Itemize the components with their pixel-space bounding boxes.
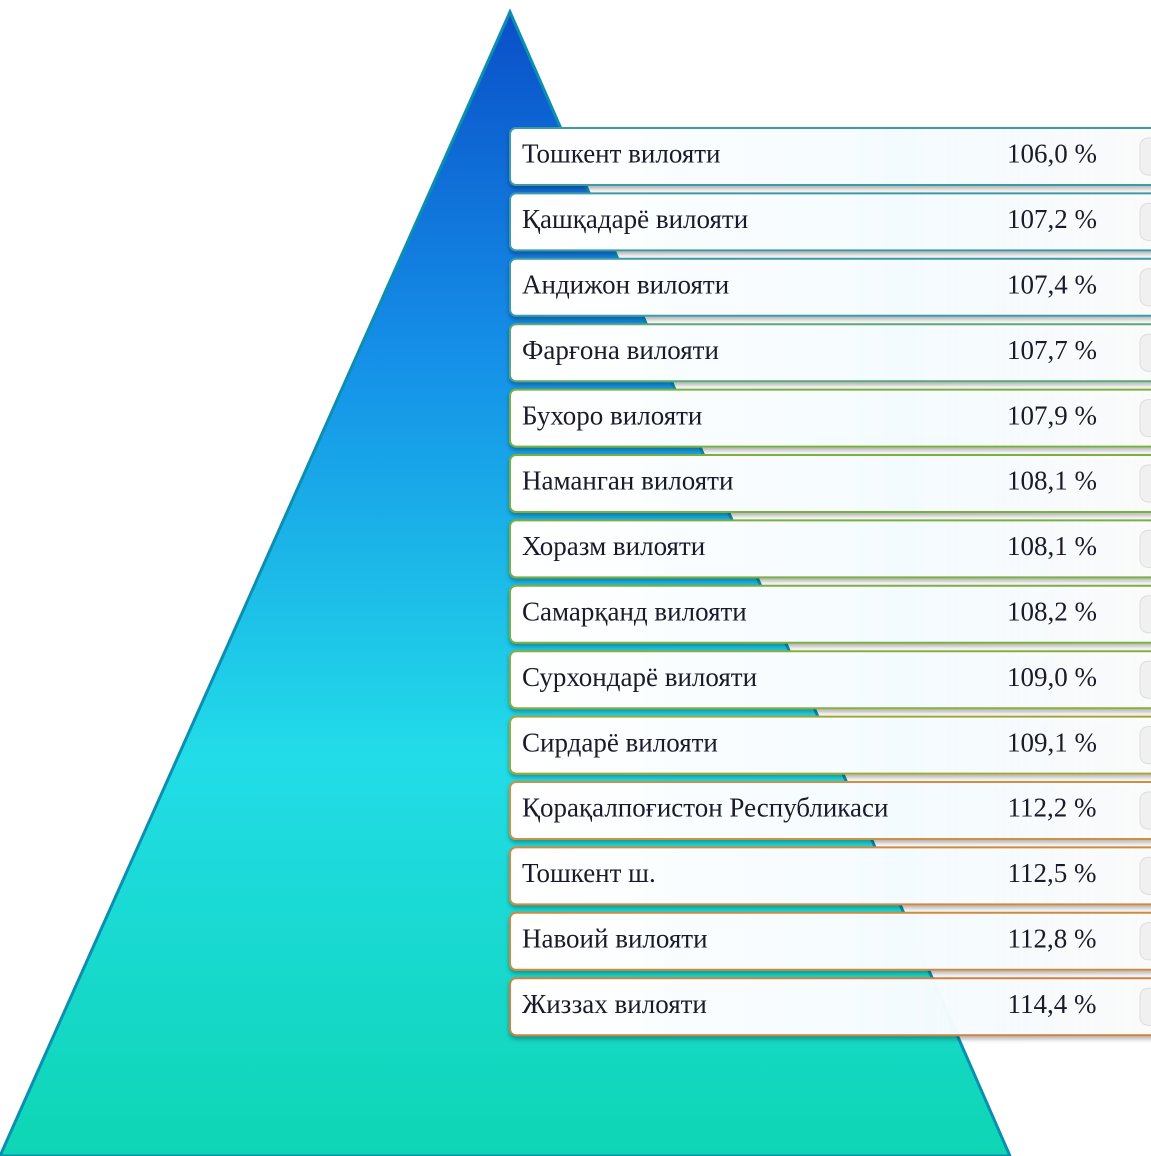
row-tab (1139, 137, 1151, 176)
row-box (509, 519, 1151, 579)
row-tab (1139, 464, 1151, 503)
row-tab (1139, 202, 1151, 241)
row-name: Самарқанд вилояти (522, 597, 747, 627)
row-list: Тошкент вилояти 106,0 % Қашқадарё вилояти 1… (509, 127, 1151, 1037)
row-tab (1139, 268, 1151, 307)
row-value: 107,2 % (1007, 204, 1097, 234)
row-tab (1139, 726, 1151, 765)
row-name: Тошкент ш. (522, 858, 656, 888)
row-value: 109,1 % (1007, 727, 1097, 757)
row-name: Қашқадарё вилояти (522, 204, 748, 234)
row-name: Наманган вилояти (522, 466, 733, 496)
row-value: 108,1 % (1007, 531, 1097, 561)
row-value: 107,7 % (1007, 335, 1097, 365)
row-box (509, 454, 1151, 513)
row-value: 112,5 % (1008, 858, 1097, 888)
row-name: Қорақалпоғистон Республикаси (522, 793, 888, 823)
row-tab (1139, 856, 1151, 895)
row-box (509, 257, 1151, 317)
row-name: Тошкент вилояти (522, 139, 721, 169)
row-tab (1139, 987, 1151, 1026)
row-box (509, 911, 1151, 971)
row-value: 108,1 % (1007, 466, 1097, 496)
row-value: 109,0 % (1007, 662, 1097, 692)
row-name: Хоразм вилояти (522, 531, 705, 561)
row-tab (1139, 922, 1151, 961)
row-box (509, 650, 1151, 710)
row-tab (1139, 791, 1151, 830)
row-value: 106,0 % (1007, 139, 1097, 169)
row-tab (1139, 595, 1151, 634)
row-box (509, 127, 1151, 186)
row-value: 107,4 % (1007, 270, 1097, 300)
row-name: Навоий вилояти (522, 924, 708, 954)
row-box (509, 977, 1151, 1037)
row-value: 107,9 % (1007, 400, 1097, 430)
row-name: Андижон вилояти (522, 270, 729, 300)
row-name: Сурхондарё вилояти (522, 662, 757, 692)
row-box (509, 388, 1151, 448)
row-name: Фарғона вилояти (522, 335, 719, 365)
row-tab (1139, 333, 1151, 372)
row-name: Сирдарё вилояти (522, 727, 718, 757)
row-box (509, 323, 1151, 383)
row-name: Жиззах вилояти (522, 989, 707, 1019)
row-value: 112,2 % (1008, 793, 1097, 823)
row-box (509, 584, 1151, 644)
row-name: Бухоро вилояти (522, 400, 702, 430)
row-box (509, 846, 1151, 906)
row-tab (1139, 399, 1151, 438)
row-tab (1139, 529, 1151, 568)
row-value: 108,2 % (1007, 597, 1097, 627)
row-value: 114,4 % (1008, 989, 1097, 1019)
row-box (509, 715, 1151, 775)
row-box (509, 192, 1151, 252)
row-value: 112,8 % (1008, 924, 1097, 954)
row-box (509, 781, 1151, 840)
row-tab (1139, 660, 1151, 699)
